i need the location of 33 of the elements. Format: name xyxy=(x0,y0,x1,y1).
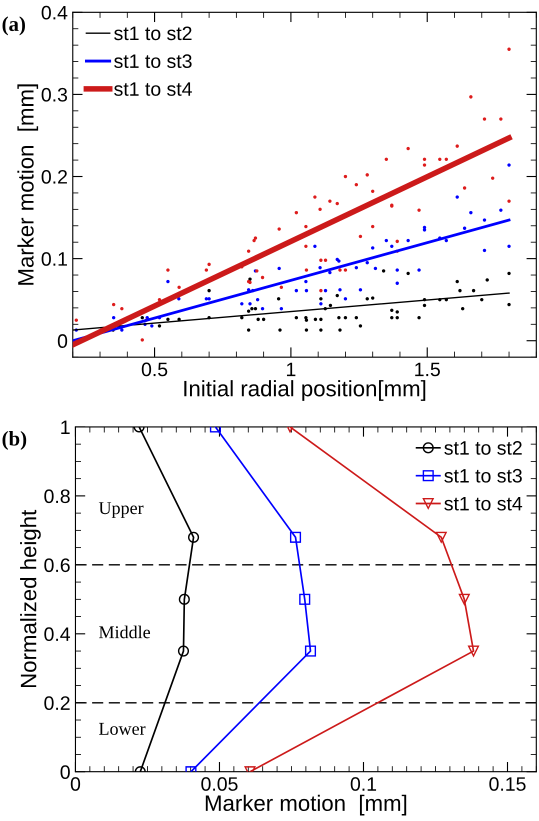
y-tick-label: 0.4 xyxy=(44,627,70,642)
x-tick-label: 0.1 xyxy=(350,777,376,791)
y-tick-label: 0.3 xyxy=(42,88,68,102)
legend-label: st1 to st3 xyxy=(114,54,192,68)
y-tick-label: 1 xyxy=(61,420,70,434)
legend-label: st1 to st2 xyxy=(444,441,522,455)
y-tick-label: 0 xyxy=(58,334,68,348)
y-tick-label: 0.1 xyxy=(42,252,67,266)
x-tick-label: 0.5 xyxy=(142,362,168,376)
text: (a) xyxy=(2,16,25,36)
annotation: Middle xyxy=(99,626,150,638)
y-tick-label: 0.2 xyxy=(44,696,70,710)
y-tick-label: 0 xyxy=(60,765,70,779)
y-tick-label: 0.2 xyxy=(42,170,67,184)
y-tick-label: 0.6 xyxy=(44,558,70,572)
legend-label: st1 to st4 xyxy=(114,82,192,96)
y-axis-title: Marker motion [mm] xyxy=(17,84,38,285)
x-tick-label: 1 xyxy=(286,362,296,376)
x-tick-label: 0.15 xyxy=(489,777,526,791)
legend-label: st1 to st2 xyxy=(114,26,192,40)
legend-label: st1 to st3 xyxy=(444,468,522,483)
x-axis-title: Marker motion [mm] xyxy=(206,794,406,816)
x-axis-title: Initial radial position[mm] xyxy=(184,380,426,401)
legend-label: st1 to st4 xyxy=(444,496,522,511)
y-tick-label: 0.4 xyxy=(42,6,68,20)
x-tick-label: 0.05 xyxy=(201,777,238,791)
y-tick-label: 0.8 xyxy=(44,489,70,504)
annotation: Upper xyxy=(98,502,144,518)
text: (b) xyxy=(2,431,26,450)
y-axis-title: Normalized height xyxy=(20,510,41,688)
x-tick-label: 0 xyxy=(70,777,80,791)
annotation: Lower xyxy=(99,722,146,735)
x-tick-label: 1.5 xyxy=(415,362,440,376)
